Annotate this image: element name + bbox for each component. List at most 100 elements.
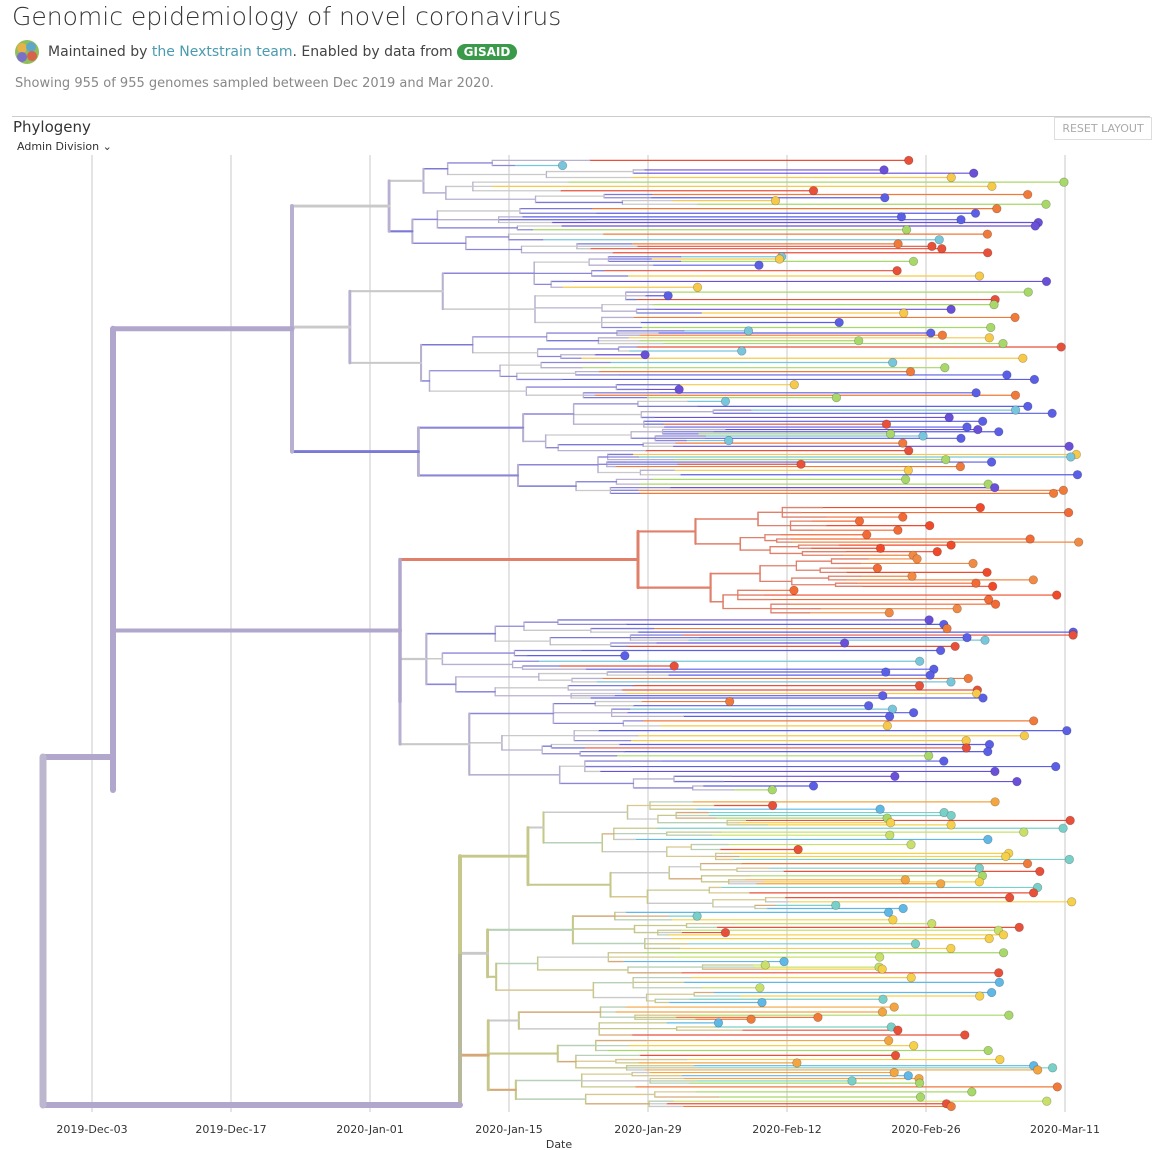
tip: [950, 641, 960, 652]
tip: [1030, 221, 1040, 231]
tip: [989, 300, 999, 310]
tip: [904, 446, 914, 456]
tip: [906, 839, 916, 850]
tip: [1010, 312, 1020, 323]
tip: [998, 338, 1008, 349]
gisaid-badge[interactable]: GISAID: [456, 44, 518, 60]
tip: [983, 248, 993, 258]
tip: [1004, 892, 1015, 903]
tip: [1056, 342, 1066, 352]
tip: [978, 693, 988, 703]
tip: [926, 328, 936, 338]
tip: [875, 952, 885, 962]
tip: [692, 282, 703, 292]
tip: [982, 229, 993, 239]
tip: [903, 1071, 913, 1081]
x-axis-label: Date: [546, 1138, 573, 1150]
tip: [974, 877, 985, 887]
tip: [720, 927, 731, 938]
color-by-label: Admin Division: [17, 140, 100, 153]
tip: [1028, 575, 1038, 585]
tip: [898, 512, 908, 522]
tip: [674, 384, 684, 395]
logo: [15, 40, 39, 64]
tip: [1029, 716, 1039, 726]
tip: [862, 530, 872, 540]
tip: [1068, 630, 1078, 640]
tip: [946, 677, 956, 687]
tip: [1047, 1063, 1058, 1073]
tip: [937, 244, 947, 254]
tip: [1035, 866, 1045, 877]
tip: [1064, 854, 1074, 865]
tip: [904, 155, 914, 166]
tip: [620, 651, 630, 661]
tip: [934, 235, 944, 245]
tip: [893, 1025, 903, 1035]
tip: [1063, 507, 1074, 518]
tip: [992, 204, 1002, 214]
tip: [939, 756, 949, 766]
tip: [808, 186, 819, 196]
tip: [888, 357, 898, 368]
branches: [39, 159, 1080, 1109]
tip: [893, 239, 903, 249]
byline-middle: . Enabled by data from: [292, 44, 453, 60]
tip: [746, 1014, 756, 1024]
tip: [968, 558, 978, 569]
tip: [879, 165, 889, 175]
tip: [1058, 485, 1069, 495]
tip: [1067, 897, 1077, 907]
tip: [944, 412, 954, 423]
tip: [889, 1067, 899, 1078]
tip: [557, 160, 568, 171]
tip: [889, 1002, 899, 1012]
tip: [978, 416, 988, 426]
x-tick-label: 2020-Feb-12: [752, 1123, 821, 1136]
tip: [725, 696, 735, 707]
byline: Maintained by the Nextstrain team. Enabl…: [48, 44, 518, 60]
tip: [924, 751, 934, 761]
tip: [899, 308, 909, 318]
tip: [880, 193, 890, 203]
tip: [1023, 287, 1033, 297]
tip: [946, 1101, 956, 1112]
tip: [982, 567, 992, 578]
color-by-dropdown[interactable]: Admin Division ⌄: [17, 140, 112, 153]
tip: [988, 581, 998, 591]
tip: [909, 1041, 919, 1051]
tip: [969, 168, 979, 178]
tip: [984, 933, 994, 944]
tip: [669, 661, 679, 671]
tip: [713, 1018, 724, 1028]
team-link[interactable]: the Nextstrain team: [151, 44, 293, 60]
tip: [1052, 1082, 1062, 1092]
tip: [925, 520, 935, 531]
tip: [983, 746, 993, 757]
tip: [961, 743, 972, 753]
tip: [1023, 189, 1033, 200]
tip: [1023, 401, 1033, 411]
tip: [906, 972, 916, 983]
tip: [1074, 537, 1084, 547]
reset-layout-button[interactable]: RESET LAYOUT: [1054, 117, 1152, 140]
tip: [893, 525, 903, 535]
tip: [956, 433, 966, 443]
tip: [936, 879, 946, 889]
tip: [912, 554, 922, 564]
tip: [974, 271, 985, 281]
tip: [1010, 390, 1021, 400]
tip: [986, 322, 996, 333]
tip: [984, 333, 995, 343]
tip: [910, 939, 921, 949]
tip: [885, 429, 896, 439]
tip: [847, 1076, 857, 1086]
tip: [971, 388, 981, 398]
tip: [1002, 370, 1012, 380]
tip: [1019, 731, 1030, 741]
tip: [972, 688, 982, 699]
tip: [875, 543, 886, 553]
tip: [1022, 858, 1033, 869]
tip: [692, 911, 702, 921]
